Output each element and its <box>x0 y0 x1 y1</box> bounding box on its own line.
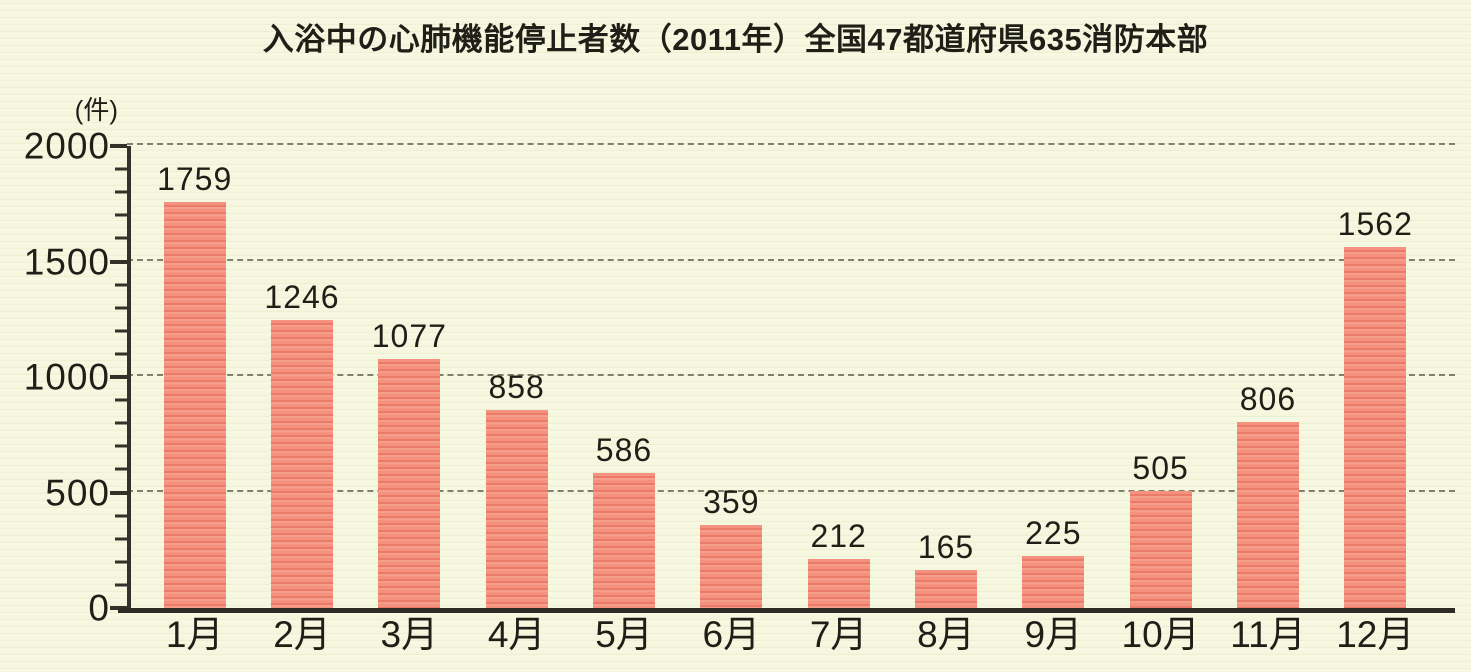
minor-tick-1700 <box>115 213 127 217</box>
gridline-2000 <box>127 143 1455 145</box>
value-label-6月: 359 <box>703 484 760 521</box>
bar-slot-11月: 806 <box>1214 146 1321 608</box>
value-label-10月: 505 <box>1132 450 1189 487</box>
bar-slot-9月: 225 <box>1000 146 1107 608</box>
x-tick-label-11月: 11月 <box>1230 614 1306 655</box>
bar-9月 <box>1022 556 1085 608</box>
bar-slot-12月: 1562 <box>1322 146 1429 608</box>
bars-row: 1759 1246 1077 858 586 359 212 165 225 505 806 1562 <box>127 146 1455 608</box>
minor-tick-1100 <box>115 352 127 356</box>
x-tick-label-9月: 9月 <box>1024 614 1083 655</box>
value-label-12月: 1562 <box>1337 206 1413 243</box>
value-label-2月: 1246 <box>264 279 340 316</box>
bar-slot-6月: 359 <box>678 146 785 608</box>
bar-1月 <box>163 201 226 608</box>
value-label-3月: 1077 <box>371 318 447 355</box>
major-tick-1000 <box>110 375 127 379</box>
x-tick-label-12月: 12月 <box>1336 614 1415 655</box>
y-tick-label-500: 500 <box>45 472 110 513</box>
bar-slot-7月: 212 <box>785 146 892 608</box>
bar-slot-2月: 1246 <box>248 146 355 608</box>
bar-slot-3月: 1077 <box>356 146 463 608</box>
value-label-8月: 165 <box>917 528 975 565</box>
bar-11月 <box>1236 421 1299 608</box>
minor-tick-1300 <box>115 306 127 310</box>
y-tick-label-2000: 2000 <box>23 125 110 167</box>
y-tick-label-1500: 1500 <box>23 241 110 282</box>
major-tick-1500 <box>110 259 127 264</box>
minor-tick-900 <box>115 398 127 402</box>
minor-tick-1900 <box>115 167 127 171</box>
bar-10月 <box>1129 491 1192 608</box>
x-tick-label-6月: 6月 <box>702 614 761 655</box>
bar-7月 <box>807 559 870 608</box>
y-tick-label-1000: 1000 <box>23 356 110 398</box>
value-label-1月: 1759 <box>157 160 233 197</box>
gridline-1500 <box>127 258 1455 261</box>
x-tick-label-1月: 1月 <box>165 614 224 655</box>
bar-3月 <box>378 359 441 608</box>
minor-tick-300 <box>115 537 127 541</box>
bar-slot-8月: 165 <box>892 146 999 608</box>
gridline-500 <box>127 489 1455 492</box>
bar-slot-4月: 858 <box>463 146 570 608</box>
y-axis-line <box>127 146 131 608</box>
y-axis-unit-label: (件) <box>74 95 118 125</box>
bar-2月 <box>270 320 333 608</box>
minor-tick-600 <box>115 467 127 471</box>
x-tick-label-7月: 7月 <box>809 614 868 655</box>
minor-tick-200 <box>115 560 127 564</box>
minor-tick-1400 <box>115 283 127 287</box>
chart-title: 入浴中の心肺機能停止者数（2011年）全国47都道府県635消防本部 <box>262 22 1209 57</box>
x-axis-labels: 1月 2月 3月 4月 5月 6月 7月 8月 9月 10月 11月 12月 <box>127 616 1455 653</box>
minor-tick-1800 <box>115 190 127 194</box>
major-tick-500 <box>110 490 127 495</box>
value-label-7月: 212 <box>810 518 867 555</box>
bar-8月 <box>914 569 977 608</box>
minor-tick-1200 <box>115 329 127 333</box>
bar-6月 <box>700 525 763 608</box>
value-label-9月: 225 <box>1025 515 1082 552</box>
minor-tick-100 <box>115 583 127 587</box>
x-tick-label-5月: 5月 <box>595 614 653 655</box>
y-tick-label-0: 0 <box>88 587 110 629</box>
x-tick-label-2月: 2月 <box>273 614 331 655</box>
minor-tick-700 <box>115 444 127 448</box>
bar-4月 <box>485 409 548 608</box>
plot-area: 1759 1246 1077 858 586 359 212 165 225 505 806 1562 <box>110 143 1455 613</box>
x-tick-label-3月: 3月 <box>380 614 439 655</box>
bar-slot-1月: 1759 <box>141 146 248 608</box>
y-axis-labels: 0 500 1000 1500 2000 <box>0 128 110 627</box>
minor-tick-800 <box>115 421 127 425</box>
value-label-4月: 858 <box>488 368 545 405</box>
gridline-1000 <box>127 374 1455 376</box>
major-tick-2000 <box>110 144 127 148</box>
minor-tick-400 <box>115 514 127 518</box>
x-tick-label-4月: 4月 <box>487 614 546 655</box>
minor-tick-1600 <box>115 236 127 240</box>
x-tick-label-8月: 8月 <box>917 614 975 655</box>
bar-slot-5月: 586 <box>570 146 677 608</box>
x-axis-line <box>118 608 1455 613</box>
bar-12月 <box>1344 247 1407 608</box>
value-label-11月: 806 <box>1239 380 1297 417</box>
bar-slot-10月: 505 <box>1107 146 1214 608</box>
x-tick-label-10月: 10月 <box>1121 614 1200 655</box>
value-label-5月: 586 <box>595 431 653 468</box>
bar-5月 <box>592 472 655 608</box>
